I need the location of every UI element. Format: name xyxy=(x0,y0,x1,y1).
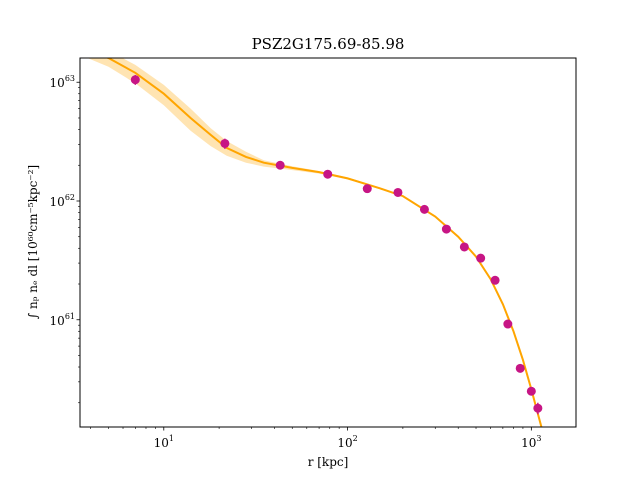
plot-frame xyxy=(79,57,577,428)
data-point xyxy=(490,275,500,285)
model-uncertainty-band xyxy=(87,58,542,427)
y-tick-label: 1061 xyxy=(50,312,75,328)
data-point xyxy=(393,187,403,197)
y-tick-label: 1062 xyxy=(50,193,75,209)
data-point xyxy=(533,403,543,413)
data-point xyxy=(323,169,333,179)
y-axis-label: ∫ nₚ nₑ dl [10⁶⁰cm⁻⁵kpc⁻²] xyxy=(26,165,40,319)
data-point xyxy=(503,319,513,329)
x-tick-label: 103 xyxy=(521,434,541,450)
data-point xyxy=(441,224,451,234)
x-tick-label: 101 xyxy=(154,434,174,450)
data-point xyxy=(275,160,285,170)
model-line xyxy=(105,58,543,427)
data-point xyxy=(362,184,372,194)
data-point xyxy=(130,75,140,85)
data-points xyxy=(130,75,543,415)
axis-ticks: 101 102 103 1061 1062 1063 xyxy=(50,74,542,450)
plot-area xyxy=(87,58,543,427)
x-axis-label: r [kpc] xyxy=(308,455,349,469)
data-point xyxy=(220,138,230,148)
x-tick-label: 102 xyxy=(337,434,357,450)
data-point xyxy=(476,253,486,263)
data-point xyxy=(515,363,525,373)
data-point xyxy=(526,386,536,396)
y-tick-label: 1063 xyxy=(50,74,75,90)
chart-title: PSZ2G175.69-85.98 xyxy=(252,35,405,53)
data-point xyxy=(419,204,429,214)
data-point xyxy=(459,242,469,252)
